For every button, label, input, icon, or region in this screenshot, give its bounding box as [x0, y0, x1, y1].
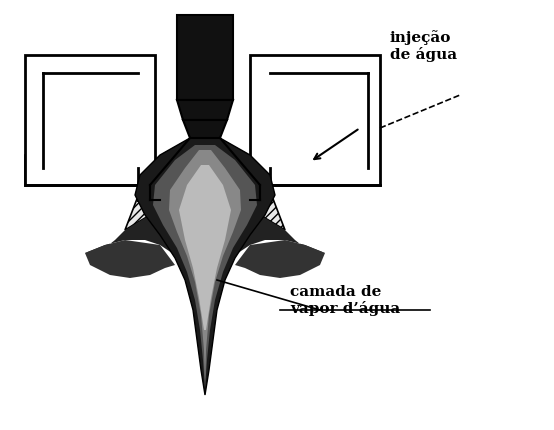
Polygon shape: [177, 100, 233, 120]
Polygon shape: [135, 138, 275, 395]
Polygon shape: [85, 138, 190, 265]
Polygon shape: [235, 240, 325, 278]
Polygon shape: [183, 120, 227, 138]
Polygon shape: [169, 150, 241, 382]
Bar: [43, 73, 138, 168]
Polygon shape: [220, 138, 325, 265]
Polygon shape: [85, 240, 175, 278]
Polygon shape: [250, 155, 380, 230]
Polygon shape: [177, 15, 233, 100]
Polygon shape: [153, 145, 257, 388]
Bar: [250, 55, 380, 185]
Polygon shape: [25, 155, 160, 230]
Bar: [25, 55, 155, 185]
Polygon shape: [85, 253, 155, 272]
Polygon shape: [179, 165, 231, 330]
Bar: [270, 73, 365, 168]
Text: injeção
de água: injeção de água: [390, 30, 457, 62]
Text: camada de
vapor d’água: camada de vapor d’água: [290, 285, 400, 316]
Polygon shape: [255, 253, 325, 272]
